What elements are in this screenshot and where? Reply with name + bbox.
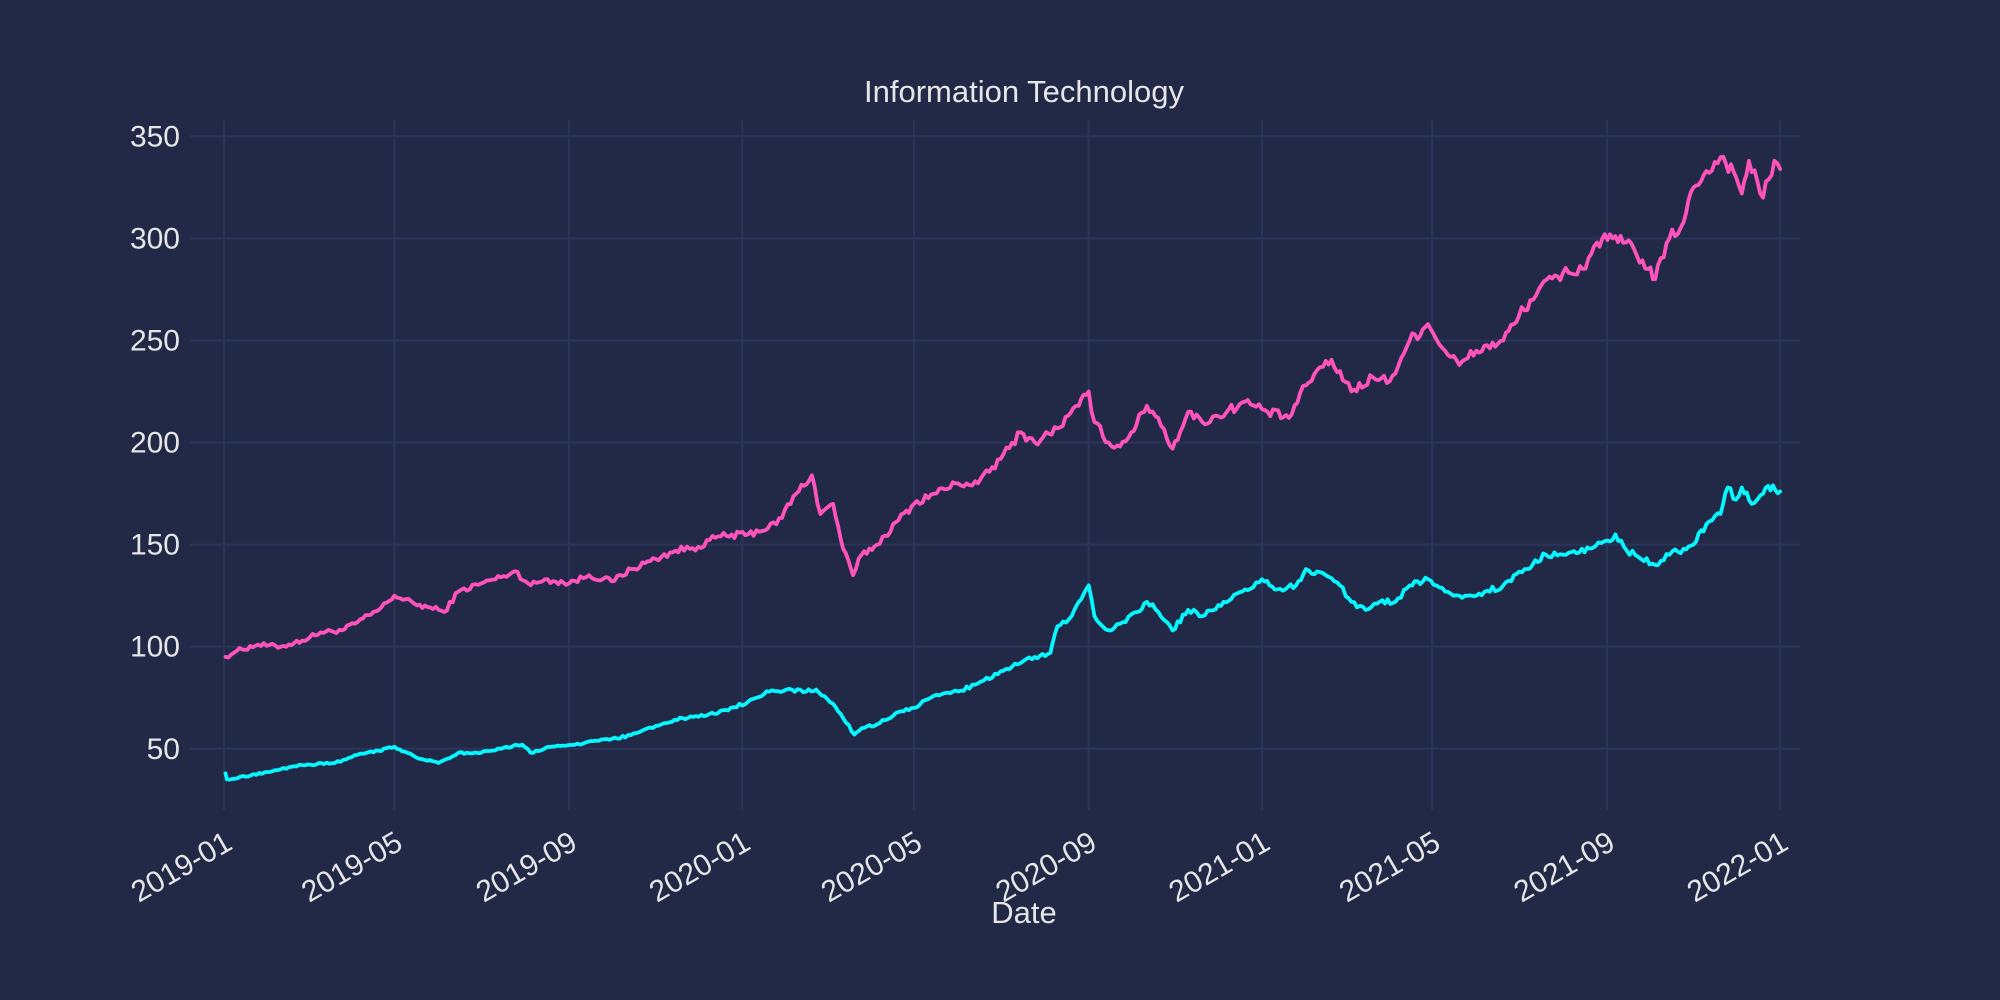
grid [190,120,1800,810]
y-tick-label: 50 [147,733,180,766]
x-axis-label: Date [991,895,1056,930]
y-tick-label: 200 [130,427,180,460]
x-tick-label: 2019-01 [126,825,238,909]
series-line-1 [223,154,1782,660]
series-line-2 [223,483,1782,782]
y-tick-label: 250 [130,324,180,357]
x-tick-label: 2019-05 [296,825,408,909]
y-tick-label: 350 [130,120,180,153]
y-tick-label: 300 [130,222,180,255]
chart-title: Information Technology [864,74,1184,109]
x-tick-label: 2021-01 [1164,825,1276,909]
y-axis-ticks: 50 100 150 200 250 300 350 [130,120,180,765]
x-tick-label: 2019-09 [471,825,583,909]
x-tick-label: 2021-05 [1334,825,1446,909]
x-tick-label: 2020-05 [816,825,928,909]
x-tick-label: 2020-01 [644,825,756,909]
series-lines [223,154,1782,782]
y-tick-label: 100 [130,631,180,664]
x-axis-ticks: 2019-01 2019-05 2019-09 2020-01 2020-05 2020-… [126,825,1794,909]
x-tick-label: 2021-09 [1509,825,1621,909]
y-tick-label: 150 [130,529,180,562]
x-tick-label: 2022-01 [1682,825,1794,909]
